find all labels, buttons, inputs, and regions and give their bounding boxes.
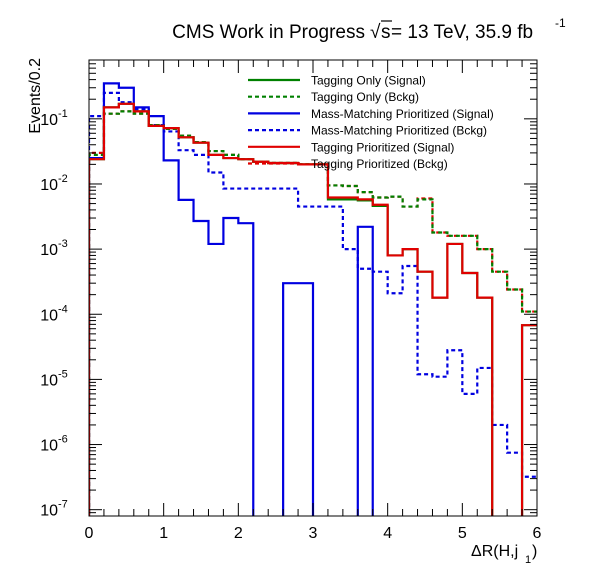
- legend-label: Tagging Only (Signal): [311, 74, 426, 88]
- legend-entry: Mass-Matching Prioritized (Signal): [248, 107, 494, 121]
- legend-label: Tagging Prioritized (Signal): [311, 140, 454, 154]
- lumi-exponent: -1: [555, 16, 566, 30]
- legend-entry: Tagging Only (Bckg): [248, 90, 419, 104]
- x-tick-label: 0: [85, 525, 94, 542]
- y-tick-label: 10 -7: [40, 499, 68, 520]
- x-axis-label-main: ΔR(H,j: [471, 543, 518, 560]
- y-axis-label: Events/0.2: [27, 58, 44, 134]
- series-line: [89, 82, 374, 516]
- y-tick-label-exponent: -1: [58, 108, 68, 120]
- legend-entry: Tagging Only (Signal): [248, 74, 426, 88]
- x-tick-label: 1: [159, 525, 168, 542]
- x-axis-label-subscript: 1: [525, 554, 531, 566]
- x-tick-label: 2: [234, 525, 243, 542]
- y-tick-label: 10 -2: [40, 173, 68, 194]
- legend-label: Tagging Prioritized (Bckg): [311, 157, 448, 171]
- y-tick-label-exponent: -3: [58, 238, 68, 250]
- y-tick-label: 10 -3: [40, 238, 68, 259]
- legend: Tagging Only (Signal) Tagging Only (Bckg)…: [248, 74, 494, 171]
- y-tick-label-base: 10: [40, 372, 58, 389]
- energy-variable: s: [381, 22, 391, 43]
- energy-value: = 13 TeV, 35.9 fb: [391, 22, 533, 43]
- y-tick-label: 10 -5: [40, 368, 68, 389]
- chart-title: CMS Work in Progress: [172, 22, 365, 43]
- x-tick-label: 3: [309, 525, 318, 542]
- y-tick-label-exponent: -4: [58, 303, 68, 315]
- x-tick-label: 4: [383, 525, 392, 542]
- legend-entry: Tagging Prioritized (Signal): [248, 140, 454, 154]
- tick-layer: 0 1 2 3 4 5 610-710-610-510-410-310-210-1: [40, 59, 542, 542]
- y-tick-label-exponent: -5: [58, 368, 68, 380]
- energy-label-group: √ s = 13 TeV, 35.9 fb -1: [370, 16, 566, 43]
- y-tick-label-base: 10: [40, 112, 58, 129]
- legend-label: Mass-Matching Prioritized (Bckg): [311, 124, 487, 138]
- y-tick-label-base: 10: [40, 438, 58, 455]
- y-tick-label-exponent: -6: [58, 434, 68, 446]
- y-tick-label-exponent: -7: [58, 499, 68, 511]
- legend-label: Mass-Matching Prioritized (Signal): [311, 107, 494, 121]
- y-tick-label-base: 10: [40, 242, 58, 259]
- x-tick-label: 5: [458, 525, 467, 542]
- y-tick-label: 10 -1: [40, 108, 68, 129]
- legend-entry: Mass-Matching Prioritized (Bckg): [248, 124, 487, 138]
- x-axis-label: ΔR(H,j 1 ): [471, 543, 537, 566]
- plot-frame: [88, 59, 538, 517]
- y-tick-label-base: 10: [40, 503, 58, 520]
- y-tick-label: 10 -4: [40, 303, 68, 324]
- legend-label: Tagging Only (Bckg): [311, 90, 419, 104]
- y-tick-label-exponent: -2: [58, 173, 68, 185]
- x-tick-label: 6: [533, 525, 542, 542]
- sqrt-symbol: √: [370, 22, 381, 43]
- x-axis-label-close: ): [532, 543, 537, 560]
- y-tick-label-base: 10: [40, 307, 58, 324]
- legend-entry: Tagging Prioritized (Bckg): [248, 157, 448, 171]
- y-tick-label-base: 10: [40, 177, 58, 194]
- y-tick-label: 10 -6: [40, 434, 68, 455]
